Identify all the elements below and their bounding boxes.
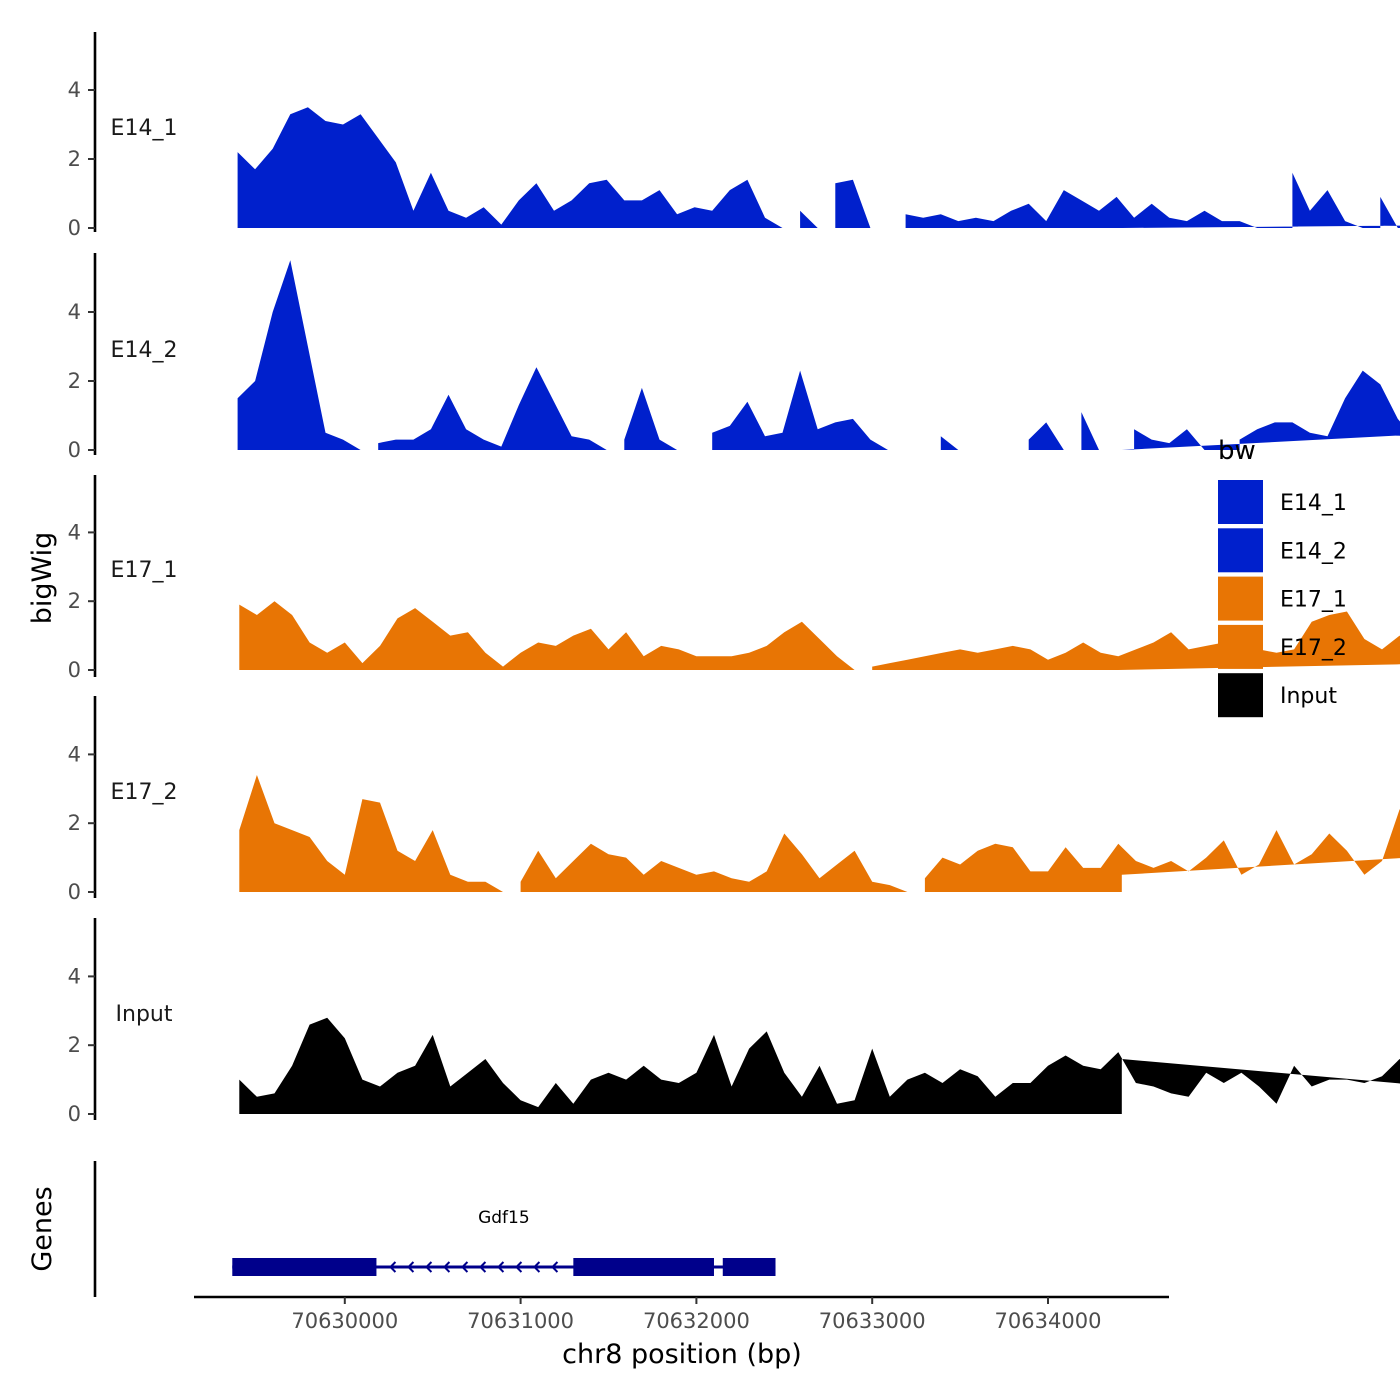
track-label: Input [116, 1002, 173, 1027]
strand-arrow [425, 1261, 433, 1273]
legend-label: E14_2 [1280, 539, 1347, 564]
track-label: E17_2 [111, 780, 178, 805]
y-axis-title: bigWig [27, 532, 58, 625]
y-tick-label: 4 [68, 964, 81, 988]
track-label: E14_1 [111, 116, 178, 141]
strand-arrow [443, 1261, 451, 1273]
gene-exon [722, 1258, 776, 1276]
x-tick-label: 70633000 [819, 1309, 926, 1333]
y-tick-label: 0 [68, 658, 81, 682]
gene-exon [573, 1258, 714, 1276]
coverage-area [237, 260, 1400, 450]
coverage-area [239, 775, 1400, 892]
x-tick-label: 70631000 [467, 1309, 574, 1333]
legend-key [1218, 673, 1263, 718]
legend-label: Input [1280, 684, 1337, 709]
x-tick-label: 70632000 [643, 1309, 750, 1333]
y-tick-label: 2 [68, 1033, 81, 1057]
legend-label: E17_1 [1280, 588, 1347, 613]
gene-gdf15: Gdf15 [232, 1208, 776, 1276]
track-e17-2: 0 2 4 E17_2 [68, 696, 1400, 904]
strand-arrow [551, 1261, 559, 1273]
x-axis: 70630000 70631000 70632000 70633000 70634000 [194, 1295, 1169, 1333]
strand-arrow [461, 1261, 469, 1273]
x-tick-label: 70630000 [291, 1309, 398, 1333]
legend: bw E14_1 E14_2 E17_1 E17_2 Input [1218, 436, 1347, 718]
gene-label: Gdf15 [478, 1208, 530, 1228]
coverage-area [239, 601, 1400, 670]
track-input: 0 2 4 Input [68, 918, 1400, 1126]
track-e14-1: 0 2 4 E14_1 [68, 32, 1400, 240]
gene-exon [232, 1258, 377, 1276]
x-tick-label: 70634000 [995, 1309, 1102, 1333]
legend-key [1218, 624, 1263, 669]
y-tick-label: 2 [68, 811, 81, 835]
legend-key [1218, 576, 1263, 621]
legend-key [1218, 480, 1263, 524]
coverage-area [237, 107, 1400, 228]
y-tick-label: 2 [68, 369, 81, 393]
y-tick-label: 4 [68, 742, 81, 766]
y-tick-label: 2 [68, 589, 81, 613]
coverage-area [239, 1017, 1400, 1114]
strand-arrow [389, 1261, 397, 1273]
y-tick-label: 4 [68, 300, 81, 324]
track-label: E17_1 [111, 558, 178, 583]
legend-label: E14_1 [1280, 491, 1347, 516]
track-e14-2: 0 2 4 E14_2 [68, 253, 1400, 462]
legend-title: bw [1218, 436, 1256, 466]
strand-arrow [479, 1261, 487, 1273]
tracks-layer: 0 2 4 E14_1 0 2 4 E14_2 0 2 4 E17_1 0 2 4 E17_2 0 2 4 Input [68, 32, 1400, 1126]
legend-key [1218, 528, 1263, 573]
y-tick-label: 0 [68, 880, 81, 904]
x-axis-title: chr8 position (bp) [562, 1339, 802, 1370]
y-tick-label: 4 [68, 520, 81, 544]
y-tick-label: 2 [68, 147, 81, 171]
genes-axis-title: Genes [27, 1186, 58, 1271]
strand-arrow [497, 1261, 505, 1273]
y-tick-label: 4 [68, 78, 81, 102]
strand-arrow [515, 1261, 523, 1273]
y-tick-label: 0 [68, 216, 81, 240]
strand-arrow [533, 1261, 541, 1273]
genes-track: Gdf15 [93, 1161, 776, 1297]
track-e17-1: 0 2 4 E17_1 [68, 475, 1400, 682]
y-tick-label: 0 [68, 1102, 81, 1126]
strand-arrow [407, 1261, 415, 1273]
track-label: E14_2 [111, 338, 178, 363]
legend-label: E17_2 [1280, 636, 1347, 661]
y-tick-label: 0 [68, 438, 81, 462]
